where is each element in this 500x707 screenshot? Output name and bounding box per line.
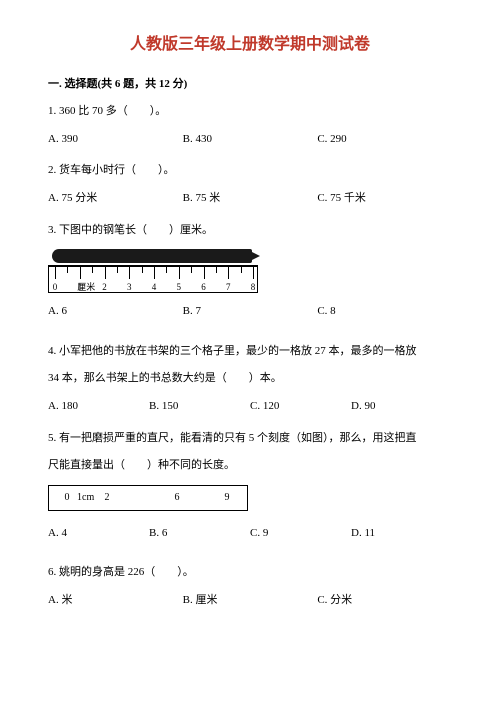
q5-option-c: C. 9 bbox=[250, 525, 351, 543]
q3-option-b: B. 7 bbox=[183, 303, 318, 321]
ruler-1: 012345678厘米 bbox=[48, 265, 258, 293]
ruler-2-figure: 02691cm bbox=[48, 485, 452, 511]
ruler-2: 02691cm bbox=[48, 485, 248, 511]
q3-options: A. 6 B. 7 C. 8 bbox=[48, 303, 452, 321]
q2-option-a: A. 75 分米 bbox=[48, 190, 183, 208]
q1-option-b: B. 430 bbox=[183, 131, 318, 149]
q1-options: A. 390 B. 430 C. 290 bbox=[48, 131, 452, 149]
q2-options: A. 75 分米 B. 75 米 C. 75 千米 bbox=[48, 190, 452, 208]
section-header: 一. 选择题(共 6 题，共 12 分) bbox=[48, 76, 452, 94]
ruler-pencil-figure: 012345678厘米 bbox=[48, 249, 452, 293]
q4-option-c: C. 120 bbox=[250, 398, 351, 416]
q3-option-c: C. 8 bbox=[317, 303, 452, 321]
question-5-line2: 尺能直接量出（ ）种不同的长度。 bbox=[48, 457, 452, 475]
q4-option-b: B. 150 bbox=[149, 398, 250, 416]
question-3: 3. 下图中的钢笔长（ ）厘米。 bbox=[48, 222, 452, 240]
pencil-shape bbox=[52, 249, 252, 263]
q6-options: A. 米 B. 厘米 C. 分米 bbox=[48, 592, 452, 610]
q4-option-a: A. 180 bbox=[48, 398, 149, 416]
q5-option-d: D. 11 bbox=[351, 525, 452, 543]
question-2: 2. 货车每小时行（ ）。 bbox=[48, 162, 452, 180]
q1-option-c: C. 290 bbox=[317, 131, 452, 149]
question-1: 1. 360 比 70 多（ ）。 bbox=[48, 103, 452, 121]
page-title: 人教版三年级上册数学期中测试卷 bbox=[48, 32, 452, 58]
q5-options: A. 4 B. 6 C. 9 D. 11 bbox=[48, 525, 452, 543]
question-5-line1: 5. 有一把磨损严重的直尺，能看清的只有 5 个刻度（如图），那么，用这把直 bbox=[48, 430, 452, 448]
q6-option-b: B. 厘米 bbox=[183, 592, 318, 610]
q5-option-a: A. 4 bbox=[48, 525, 149, 543]
question-6: 6. 姚明的身高是 226（ ）。 bbox=[48, 564, 452, 582]
q4-option-d: D. 90 bbox=[351, 398, 452, 416]
q6-option-a: A. 米 bbox=[48, 592, 183, 610]
q4-options: A. 180 B. 150 C. 120 D. 90 bbox=[48, 398, 452, 416]
q3-option-a: A. 6 bbox=[48, 303, 183, 321]
q6-option-c: C. 分米 bbox=[317, 592, 452, 610]
question-4-line1: 4. 小军把他的书放在书架的三个格子里，最少的一格放 27 本，最多的一格放 bbox=[48, 343, 452, 361]
q5-option-b: B. 6 bbox=[149, 525, 250, 543]
question-4-line2: 34 本，那么书架上的书总数大约是（ ）本。 bbox=[48, 370, 452, 388]
q2-option-c: C. 75 千米 bbox=[317, 190, 452, 208]
q2-option-b: B. 75 米 bbox=[183, 190, 318, 208]
q1-option-a: A. 390 bbox=[48, 131, 183, 149]
